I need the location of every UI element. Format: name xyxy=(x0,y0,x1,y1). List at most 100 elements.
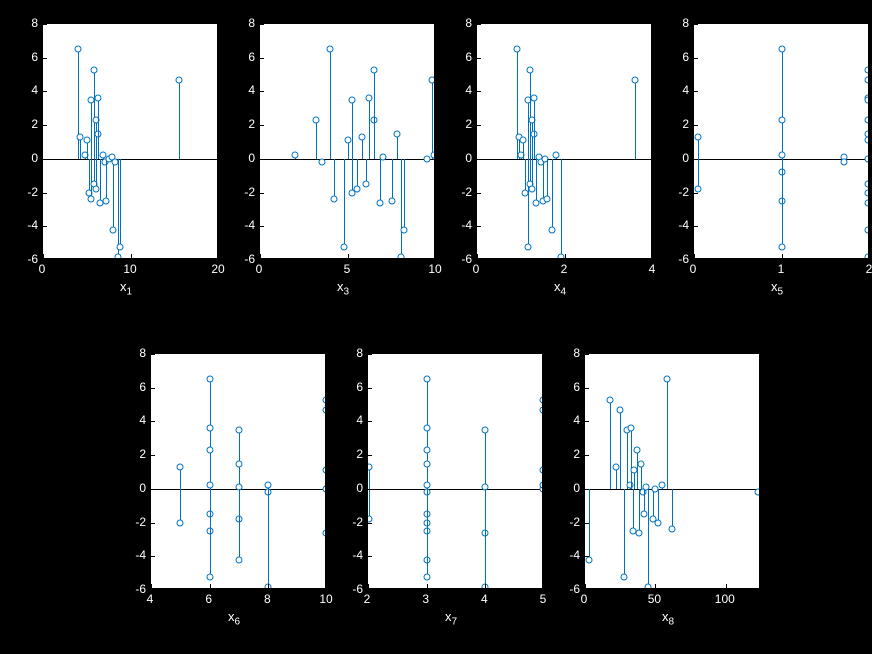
data-marker xyxy=(865,137,868,144)
data-marker xyxy=(110,226,117,233)
data-marker xyxy=(177,463,184,470)
y-tick-label: 2 xyxy=(337,448,363,460)
stem xyxy=(118,159,119,257)
y-tick-label: 2 xyxy=(663,118,689,130)
data-marker xyxy=(659,482,666,489)
y-tick-label: 0 xyxy=(12,152,38,164)
stem xyxy=(532,159,533,189)
stem xyxy=(91,100,92,159)
stem xyxy=(552,159,553,230)
data-marker xyxy=(353,186,360,193)
data-marker xyxy=(865,117,868,124)
data-marker xyxy=(779,117,786,124)
stem xyxy=(334,159,335,199)
stem xyxy=(316,120,317,159)
data-marker xyxy=(366,95,373,102)
data-marker xyxy=(865,66,868,73)
y-tick-label: 8 xyxy=(12,17,38,29)
data-marker xyxy=(635,529,642,536)
x-tick-label: 50 xyxy=(634,593,674,605)
data-marker xyxy=(424,155,431,162)
stem xyxy=(561,159,562,257)
data-marker xyxy=(88,196,95,203)
stem xyxy=(532,120,533,159)
stem xyxy=(624,489,625,577)
x-axis-label-x5: x5 xyxy=(771,279,783,298)
data-marker xyxy=(322,529,325,536)
data-marker xyxy=(318,159,325,166)
y-tick-label: 6 xyxy=(337,381,363,393)
x-axis-label-x4: x4 xyxy=(554,279,566,298)
data-marker xyxy=(655,519,662,526)
stem xyxy=(667,379,668,489)
x-tick-label: 6 xyxy=(189,593,229,605)
baseline xyxy=(260,159,434,160)
stem xyxy=(589,489,590,560)
y-tick-label: 0 xyxy=(229,152,255,164)
stem xyxy=(344,159,345,247)
data-marker xyxy=(557,253,564,258)
stem xyxy=(397,134,398,159)
baseline xyxy=(368,489,542,490)
stem xyxy=(357,159,358,189)
stem xyxy=(631,428,632,489)
y-tick-label: -2 xyxy=(229,186,255,198)
stem xyxy=(648,489,649,587)
stem xyxy=(633,489,634,531)
y-tick-label: -4 xyxy=(446,219,472,231)
stem xyxy=(525,159,526,193)
data-marker xyxy=(327,46,334,53)
data-marker xyxy=(641,511,648,518)
y-tick-label: 6 xyxy=(120,381,146,393)
stem xyxy=(380,159,381,203)
baseline xyxy=(477,159,651,160)
data-marker xyxy=(632,76,639,83)
panel-x8 xyxy=(584,353,760,589)
x-tick-label: 0 xyxy=(564,593,604,605)
y-tick-label: 8 xyxy=(663,17,689,29)
data-marker xyxy=(513,46,520,53)
data-marker xyxy=(401,226,408,233)
panel-x6 xyxy=(150,353,326,589)
stem xyxy=(268,489,269,587)
x-axis-label-x6: x6 xyxy=(228,609,240,628)
data-marker xyxy=(612,463,619,470)
data-marker xyxy=(531,95,538,102)
y-tick-label: -4 xyxy=(337,549,363,561)
x-tick-label: 0 xyxy=(673,263,713,275)
y-tick-label: 2 xyxy=(554,448,580,460)
x-tick-label: 10 xyxy=(110,263,150,275)
data-marker xyxy=(330,196,337,203)
y-tick-label: 4 xyxy=(12,84,38,96)
stem xyxy=(98,98,99,159)
x-axis-label-x8: x8 xyxy=(662,609,674,628)
stem xyxy=(627,430,628,489)
data-marker xyxy=(114,253,121,258)
data-marker xyxy=(539,467,542,474)
data-marker xyxy=(526,66,533,73)
stem xyxy=(91,159,92,199)
y-tick-label: 2 xyxy=(12,118,38,130)
x-tick-label: 4 xyxy=(130,593,170,605)
stem xyxy=(485,489,486,587)
data-marker xyxy=(423,376,430,383)
data-marker xyxy=(376,199,383,206)
data-marker xyxy=(236,460,243,467)
y-tick-label: -4 xyxy=(229,219,255,231)
data-marker xyxy=(322,396,325,403)
data-marker xyxy=(695,133,702,140)
data-marker xyxy=(539,396,542,403)
x-tick-label: 1 xyxy=(761,263,801,275)
stem xyxy=(100,159,101,203)
data-marker xyxy=(865,76,868,83)
data-marker xyxy=(206,425,213,432)
stem xyxy=(239,489,240,560)
stem xyxy=(534,98,535,159)
stem xyxy=(653,489,654,519)
stem xyxy=(369,489,370,519)
data-marker xyxy=(348,96,355,103)
data-marker xyxy=(362,181,369,188)
y-tick-label: 8 xyxy=(446,17,472,29)
x-tick-label: 0 xyxy=(22,263,62,275)
data-marker xyxy=(389,198,396,205)
